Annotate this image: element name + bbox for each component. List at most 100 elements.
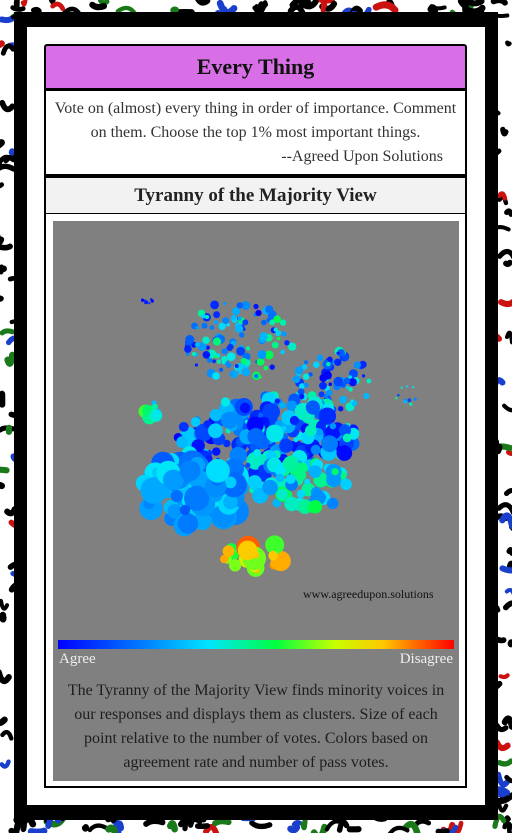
opinion-point[interactable]	[279, 438, 294, 453]
opinion-point[interactable]	[299, 383, 305, 390]
opinion-point[interactable]	[403, 399, 408, 404]
opinion-point[interactable]	[337, 349, 345, 357]
opinion-point[interactable]	[327, 356, 333, 362]
opinion-point[interactable]	[224, 476, 237, 489]
opinion-point[interactable]	[236, 302, 243, 309]
opinion-point[interactable]	[209, 409, 222, 422]
opinion-point[interactable]	[293, 437, 299, 443]
opinion-point[interactable]	[353, 361, 361, 369]
opinion-point[interactable]	[333, 376, 344, 387]
opinion-point[interactable]	[259, 332, 268, 341]
opinion-point[interactable]	[292, 375, 301, 384]
opinion-point[interactable]	[273, 327, 278, 332]
opinion-point[interactable]	[339, 395, 347, 404]
opinion-point[interactable]	[363, 392, 370, 400]
opinion-point[interactable]	[327, 497, 339, 510]
opinion-point[interactable]	[308, 500, 323, 514]
cluster-plot[interactable]	[53, 221, 459, 641]
opinion-point[interactable]	[262, 403, 280, 421]
opinion-point[interactable]	[395, 397, 398, 400]
opinion-point[interactable]	[220, 554, 229, 564]
opinion-point[interactable]	[140, 477, 168, 504]
opinion-point[interactable]	[281, 331, 287, 337]
opinion-point[interactable]	[239, 402, 251, 414]
opinion-point[interactable]	[223, 439, 231, 448]
opinion-point[interactable]	[409, 402, 413, 406]
opinion-point[interactable]	[338, 406, 344, 412]
opinion-point[interactable]	[212, 359, 217, 364]
opinion-point[interactable]	[326, 472, 342, 488]
opinion-point[interactable]	[279, 401, 286, 409]
opinion-point[interactable]	[206, 357, 213, 363]
opinion-point[interactable]	[265, 305, 274, 314]
opinion-point[interactable]	[343, 377, 351, 384]
opinion-point[interactable]	[229, 371, 235, 377]
opinion-point[interactable]	[226, 323, 230, 327]
opinion-point[interactable]	[359, 360, 367, 369]
opinion-point[interactable]	[348, 378, 357, 387]
opinion-point[interactable]	[216, 359, 222, 364]
opinion-point[interactable]	[212, 372, 220, 380]
opinion-point[interactable]	[242, 319, 249, 326]
opinion-point[interactable]	[302, 373, 310, 380]
opinion-point[interactable]	[190, 417, 201, 427]
opinion-point[interactable]	[202, 336, 210, 344]
opinion-point[interactable]	[234, 324, 244, 333]
opinion-point[interactable]	[264, 350, 274, 360]
opinion-point[interactable]	[209, 325, 215, 330]
opinion-point[interactable]	[140, 298, 145, 302]
opinion-point[interactable]	[303, 382, 309, 388]
opinion-point[interactable]	[223, 494, 238, 510]
opinion-point[interactable]	[342, 354, 349, 361]
opinion-point[interactable]	[295, 470, 307, 481]
opinion-point[interactable]	[246, 346, 251, 351]
opinion-point[interactable]	[304, 360, 308, 365]
opinion-point[interactable]	[274, 398, 280, 404]
opinion-point[interactable]	[229, 559, 242, 572]
opinion-point[interactable]	[194, 341, 201, 348]
opinion-point[interactable]	[218, 322, 226, 330]
opinion-point[interactable]	[210, 300, 220, 310]
opinion-point[interactable]	[288, 342, 297, 351]
opinion-point[interactable]	[348, 387, 353, 392]
opinion-point[interactable]	[205, 315, 210, 319]
opinion-point[interactable]	[184, 485, 210, 511]
opinion-point[interactable]	[179, 460, 201, 482]
opinion-point[interactable]	[308, 372, 313, 377]
opinion-point[interactable]	[284, 496, 299, 512]
opinion-point[interactable]	[350, 399, 354, 403]
opinion-point[interactable]	[212, 447, 221, 456]
opinion-point[interactable]	[261, 319, 267, 326]
opinion-point[interactable]	[255, 309, 262, 317]
opinion-point[interactable]	[298, 393, 305, 400]
opinion-point[interactable]	[334, 358, 342, 366]
opinion-point[interactable]	[310, 444, 321, 455]
opinion-point[interactable]	[214, 355, 219, 359]
opinion-point[interactable]	[177, 513, 199, 534]
opinion-point[interactable]	[205, 458, 230, 483]
opinion-point[interactable]	[222, 317, 230, 324]
opinion-point[interactable]	[234, 364, 239, 368]
opinion-point[interactable]	[289, 415, 299, 426]
opinion-point[interactable]	[184, 345, 192, 353]
opinion-point[interactable]	[279, 319, 287, 326]
opinion-point[interactable]	[256, 358, 265, 366]
opinion-point[interactable]	[167, 504, 182, 519]
opinion-point[interactable]	[185, 335, 195, 344]
opinion-point[interactable]	[245, 462, 251, 468]
opinion-point[interactable]	[262, 479, 278, 496]
opinion-point[interactable]	[195, 326, 200, 330]
opinion-point[interactable]	[400, 386, 403, 389]
opinion-point[interactable]	[151, 403, 158, 410]
opinion-point[interactable]	[294, 366, 304, 375]
opinion-point[interactable]	[201, 314, 206, 319]
opinion-point[interactable]	[226, 352, 236, 361]
opinion-point[interactable]	[205, 345, 210, 350]
opinion-point[interactable]	[154, 410, 161, 418]
opinion-point[interactable]	[319, 373, 328, 382]
opinion-point[interactable]	[338, 424, 352, 437]
opinion-point[interactable]	[257, 350, 267, 360]
opinion-point[interactable]	[304, 478, 311, 485]
opinion-point[interactable]	[328, 382, 333, 386]
opinion-point[interactable]	[226, 362, 232, 368]
